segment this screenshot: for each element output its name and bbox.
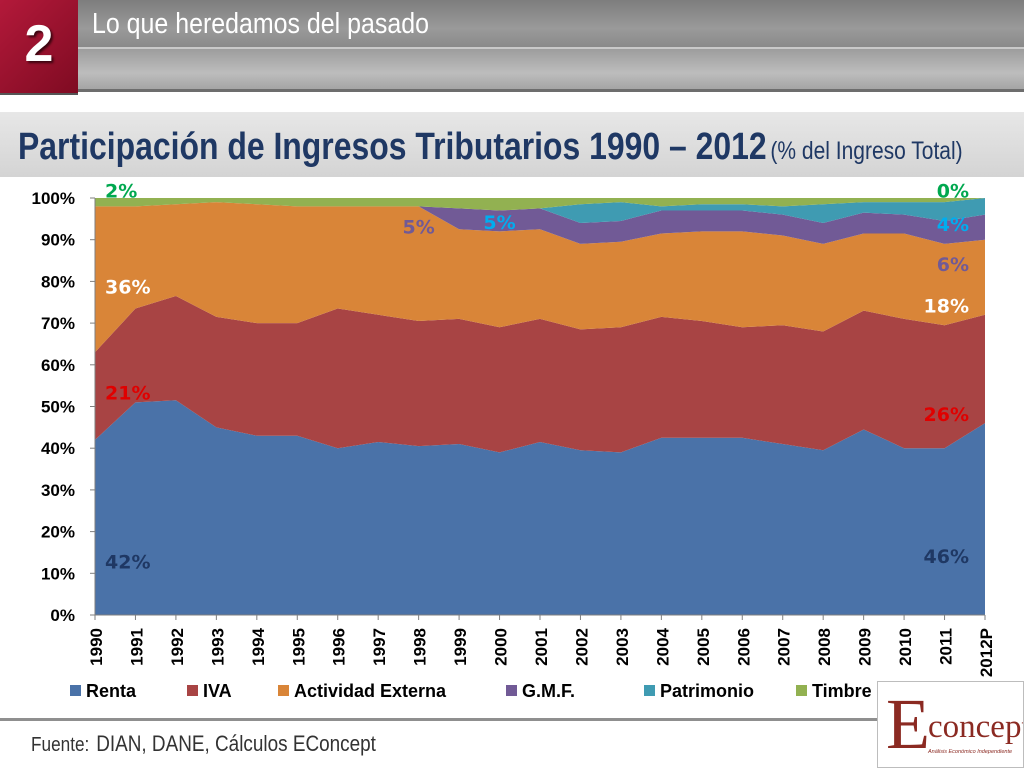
footer-source: Fuente: DIAN, DANE, Cálculos EConcept <box>31 731 376 757</box>
logo-word: concept <box>928 709 1023 745</box>
section-number-badge: 2 <box>0 0 78 95</box>
y-tick-label: 0% <box>50 606 75 625</box>
y-tick-label: 30% <box>41 481 75 500</box>
y-tick-label: 10% <box>41 564 75 583</box>
header-subbar <box>78 49 1024 92</box>
area-timbre-nacional <box>95 198 985 211</box>
area-actividad-externa <box>95 202 985 353</box>
data-label: 0% <box>937 180 969 202</box>
legend-label: IVA <box>203 681 232 701</box>
x-tick-label: 1999 <box>451 628 470 666</box>
x-tick-label: 1993 <box>208 628 227 666</box>
header-title: Lo que heredamos del pasado <box>92 8 429 40</box>
x-tick-label: 2001 <box>532 628 551 666</box>
legend-swatch <box>506 685 517 696</box>
data-label: 36% <box>105 276 150 298</box>
data-label: 26% <box>924 404 969 426</box>
legend-item: Patrimonio <box>644 681 754 702</box>
x-tick-label: 1991 <box>127 628 146 666</box>
data-label: 2% <box>105 180 137 202</box>
header-bar <box>78 0 1024 49</box>
legend-item: Actividad Externa <box>278 681 446 702</box>
x-tick-label: 2009 <box>856 628 875 666</box>
x-tick-label: 2007 <box>775 628 794 666</box>
logo-big-e: E <box>886 684 930 764</box>
legend-label: Patrimonio <box>660 681 755 701</box>
x-tick-label: 1997 <box>370 628 389 666</box>
x-tick-label: 2004 <box>653 627 672 665</box>
x-tick-label: 1998 <box>411 628 430 666</box>
x-tick-label: 1992 <box>168 628 187 666</box>
econcept-logo: E concept Análisis Económico Independien… <box>877 681 1024 768</box>
y-tick-label: 90% <box>41 231 75 250</box>
area-renta <box>95 400 985 615</box>
data-label: 5% <box>403 216 435 238</box>
x-tick-label: 1995 <box>289 628 308 666</box>
area-g-m-f- <box>95 202 985 244</box>
x-tick-label: 2011 <box>937 628 956 665</box>
x-tick-label: 2008 <box>815 628 834 666</box>
legend-swatch <box>796 685 807 696</box>
title-band <box>0 112 1024 177</box>
source-label: Fuente: <box>31 734 90 756</box>
data-label: 46% <box>924 546 969 568</box>
x-tick-label: 1990 <box>87 628 106 666</box>
x-tick-label: 2006 <box>734 628 753 666</box>
x-tick-label: 2010 <box>896 628 915 666</box>
x-tick-label: 2002 <box>572 628 591 666</box>
data-label: 4% <box>937 214 969 236</box>
legend-swatch <box>70 685 81 696</box>
data-label: 6% <box>937 254 969 276</box>
data-label: 18% <box>924 296 969 318</box>
legend-item: Renta <box>70 681 136 702</box>
legend-label: G.M.F. <box>522 681 575 701</box>
y-tick-label: 100% <box>32 189 75 208</box>
legend-label: Renta <box>86 681 137 701</box>
x-tick-label: 2005 <box>694 628 713 666</box>
data-label: 5% <box>483 212 515 234</box>
area-iva <box>95 296 985 453</box>
legend-swatch <box>187 685 198 696</box>
y-tick-label: 60% <box>41 356 75 375</box>
source-text: DIAN, DANE, Cálculos EConcept <box>96 731 376 756</box>
chart-title: Participación de Ingresos Tributarios 19… <box>18 126 963 169</box>
legend-item: G.M.F. <box>506 681 575 702</box>
y-tick-label: 50% <box>41 398 75 417</box>
y-tick-label: 70% <box>41 314 75 333</box>
legend-label: Actividad Externa <box>294 681 447 701</box>
legend-swatch <box>278 685 289 696</box>
logo-graphic: E concept Análisis Económico Independien… <box>886 684 1023 764</box>
chart-title-sub: (% del Ingreso Total) <box>770 137 963 165</box>
footer-divider <box>0 718 880 721</box>
data-label: 21% <box>105 383 150 405</box>
x-tick-label: 2003 <box>613 628 632 666</box>
legend-item: IVA <box>187 681 232 702</box>
section-number: 2 <box>24 15 54 73</box>
logo-tagline: Análisis Económico Independiente <box>927 749 1012 755</box>
y-tick-label: 40% <box>41 439 75 458</box>
area-patrimonio <box>95 198 985 224</box>
x-tick-label: 2000 <box>492 628 511 666</box>
y-tick-label: 80% <box>41 272 75 291</box>
chart-title-main: Participación de Ingresos Tributarios 19… <box>18 126 767 168</box>
data-label: 42% <box>105 552 150 574</box>
x-tick-label: 1996 <box>330 628 349 666</box>
y-tick-label: 20% <box>41 523 75 542</box>
legend-swatch <box>644 685 655 696</box>
x-tick-label: 2012P <box>977 628 996 677</box>
x-tick-label: 1994 <box>249 627 268 665</box>
